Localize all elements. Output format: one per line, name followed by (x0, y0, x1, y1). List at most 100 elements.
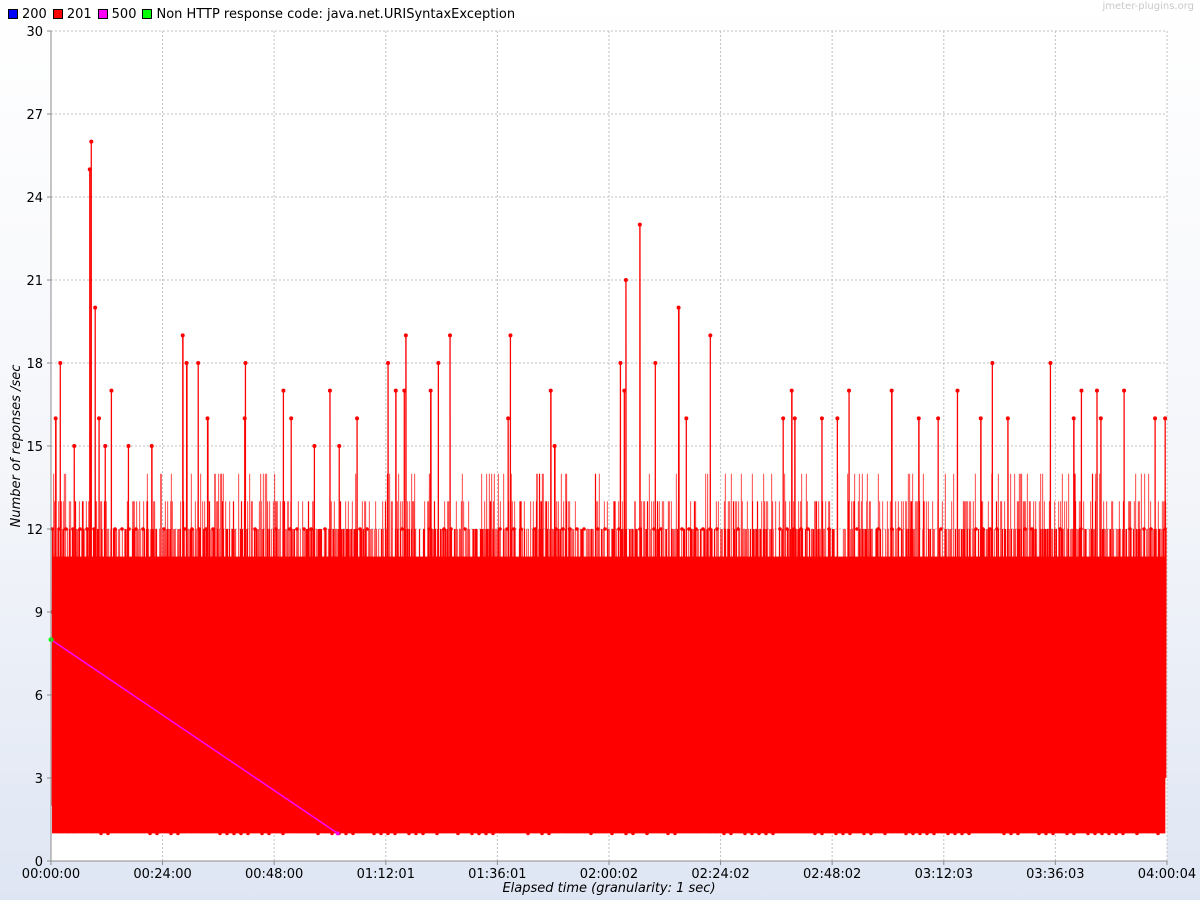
x-tick-label: 02:00:02 (580, 867, 638, 882)
series-201-point (505, 527, 509, 531)
series-201-point (428, 527, 432, 531)
series-201-point (847, 388, 852, 393)
series-201-point (498, 527, 502, 531)
series-201-point (1153, 416, 1158, 421)
series-201-point (400, 527, 404, 531)
series-201-point (568, 527, 572, 531)
series-201-point (436, 361, 441, 365)
watermark: jmeter-plugins.org (1102, 1, 1194, 12)
series-201-point (506, 416, 511, 421)
series-201-point (183, 527, 187, 531)
series-201-point (1023, 527, 1027, 531)
legend-swatch (97, 9, 108, 19)
x-tick-label: 00:48:00 (245, 867, 303, 882)
series-201-point (344, 831, 348, 836)
series-201-point (232, 831, 236, 836)
y-tick-label: 12 (26, 523, 43, 538)
series-201-point (103, 444, 108, 448)
series-201-point (820, 831, 824, 836)
series-201-point (64, 527, 68, 531)
series-201-point (925, 831, 929, 836)
series-201-point (71, 527, 75, 531)
series-201-point (295, 527, 299, 531)
series-201-point (526, 831, 530, 836)
series-201-point (995, 527, 999, 531)
series-201-point (603, 527, 607, 531)
series-500-point (335, 831, 340, 836)
y-tick-label: 21 (26, 274, 43, 289)
series-201-point (196, 361, 201, 365)
x-tick-label: 01:12:01 (357, 867, 415, 882)
series-201-line (51, 141, 1167, 834)
series-201-point (806, 527, 810, 531)
series-500-line (50, 639, 339, 834)
y-tick-label: 24 (26, 191, 43, 206)
x-tick-label: 01:36:01 (468, 867, 526, 882)
series-201-point (162, 527, 166, 531)
series-201-point (778, 527, 782, 531)
series-201-point (184, 361, 189, 365)
legend-swatch (52, 9, 63, 19)
y-tick-label: 27 (26, 108, 43, 123)
x-tick-label: 02:24:02 (691, 867, 749, 882)
series-201-point (771, 831, 775, 836)
series-201-point (288, 527, 292, 531)
y-tick-label: 3 (35, 772, 43, 787)
series-201-point (1030, 527, 1034, 531)
series-201-point (1009, 831, 1013, 836)
series-201-point (312, 444, 317, 448)
series-201-point (218, 831, 222, 836)
series-201-point (819, 416, 824, 421)
series-201-point (624, 831, 628, 836)
series-201-point (764, 831, 768, 836)
series-201-point (684, 416, 689, 421)
series-201-point (813, 831, 817, 836)
series-201-point (1093, 831, 1097, 836)
series-201-point (421, 831, 425, 836)
legend-label: 200 (22, 6, 47, 22)
series-201-point (512, 527, 516, 531)
series-201-point (729, 831, 733, 836)
series-201-point (57, 527, 61, 531)
series-201-point (955, 388, 960, 393)
series-201-point (470, 831, 474, 836)
series-201-point (701, 527, 705, 531)
series-201-point (403, 333, 408, 338)
series-201-point (1098, 416, 1103, 421)
legend-swatch (142, 9, 153, 19)
series-201-point (239, 831, 243, 836)
series-201-point (393, 388, 398, 393)
series-201-point (946, 831, 950, 836)
series-201-point (99, 831, 103, 836)
series-201-point (323, 527, 327, 531)
series-201-point (327, 388, 332, 393)
series-201-point (904, 831, 908, 836)
series-201-point (519, 527, 523, 531)
series-201-point (355, 416, 360, 421)
series-201-point (1128, 527, 1132, 531)
series-201-point (653, 361, 658, 365)
chart-legend: 200 201 500 Non HTTP response code: java.ne… (8, 5, 515, 23)
series-201-point (827, 527, 831, 531)
series-201-point (316, 831, 320, 836)
series-201-point (281, 388, 286, 393)
series-201-point (637, 222, 642, 227)
series-201-point (687, 527, 691, 531)
series-201-point (869, 831, 873, 836)
series-201-point (889, 388, 894, 393)
series-201-point (666, 831, 670, 836)
series-201-point (477, 831, 481, 836)
series-201-point (1149, 527, 1153, 531)
y-axis-title: Number of reponses /sec (9, 365, 24, 528)
series-201-point (302, 527, 306, 531)
series-201-point (274, 527, 278, 531)
series-201-point (1086, 831, 1090, 836)
series-201-point (1016, 831, 1020, 836)
series-201-point (939, 527, 943, 531)
series-201-point (799, 527, 803, 531)
y-tick-label: 18 (26, 357, 43, 372)
series-201-point (1065, 831, 1069, 836)
x-axis-title: Elapsed time (granularity: 1 sec) (502, 881, 715, 896)
series-201-point (645, 831, 649, 836)
x-tick-label: 00:24:00 (133, 867, 191, 882)
